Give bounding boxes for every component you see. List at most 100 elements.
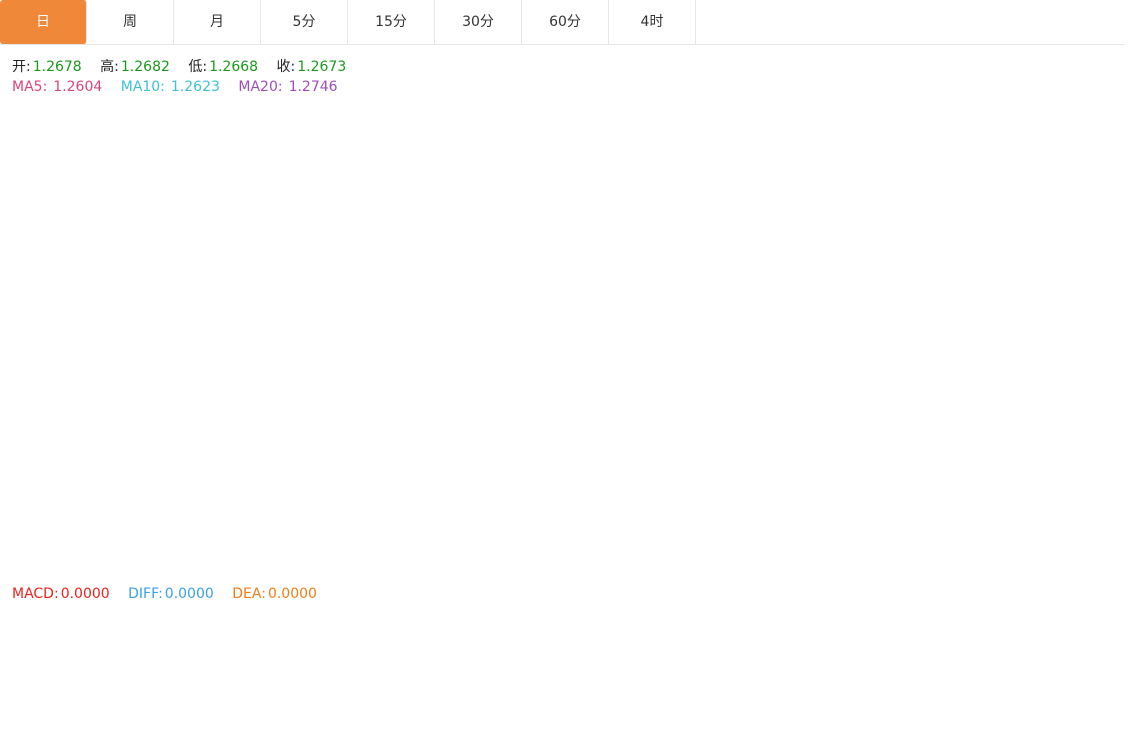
macd-bar [222, 664, 234, 683]
macd-bar [57, 682, 69, 687]
macd-tick-label: -0.0001 [1045, 677, 1095, 692]
macd-tick-label: 0.0085 [1045, 630, 1091, 645]
macd-bar [582, 682, 594, 704]
candle [162, 238, 174, 258]
macd-bar [252, 653, 264, 683]
tab-2[interactable]: 月 [174, 0, 261, 44]
candle-body [822, 460, 834, 478]
current-price-label: 1.2673 [1045, 467, 1091, 482]
candle-body [537, 291, 549, 314]
tab-1[interactable]: 周 [87, 0, 174, 44]
macd-bar [87, 682, 99, 685]
candle [192, 203, 204, 243]
low-label: 低: [188, 59, 208, 75]
candle-body [207, 211, 219, 238]
candle [882, 452, 894, 493]
candle-body [27, 245, 39, 255]
macd-bar [372, 682, 384, 695]
candle-body [192, 212, 204, 239]
macd-bar [162, 682, 174, 687]
macd-bar [267, 647, 279, 683]
macd-bar [417, 682, 429, 716]
macd-bar [147, 682, 159, 690]
candle [237, 150, 249, 183]
macd-bar [132, 682, 144, 695]
candle [567, 307, 579, 342]
candle-body [732, 297, 744, 374]
candle-body [867, 469, 879, 472]
diff-value: 0.0000 [164, 586, 214, 602]
candle [372, 185, 384, 271]
tab-5[interactable]: 30分 [435, 0, 522, 44]
candle-body [147, 254, 159, 295]
macd-bar [942, 682, 954, 699]
tab-7[interactable]: 4时 [609, 0, 696, 44]
candle-body [372, 186, 384, 256]
macd-bar [477, 682, 489, 714]
candle-body [117, 275, 129, 280]
macd-bar [42, 682, 54, 688]
candle-body [477, 285, 489, 287]
candle [222, 162, 234, 240]
macd-bar [537, 682, 549, 704]
macd-label: MACD: [12, 586, 59, 602]
candle-body [342, 132, 354, 177]
dea-line [2, 656, 979, 744]
candle-body [567, 321, 579, 324]
candle [27, 239, 39, 257]
candle [12, 218, 24, 262]
candle [117, 262, 129, 291]
candle-body [927, 515, 939, 526]
candle-body [702, 330, 714, 337]
open-value: 1.2678 [32, 59, 82, 75]
candle [357, 166, 369, 195]
macd-bar [702, 682, 714, 684]
candle-body [72, 228, 84, 246]
candle [972, 468, 984, 476]
candle-body [162, 255, 174, 257]
ohlc-info: 开: 1.2678 高: 1.2682 低: 1.2668 收: 1.2673 [12, 56, 348, 76]
macd-bar [687, 682, 699, 688]
macd-bar [612, 682, 624, 697]
tab-3[interactable]: 5分 [261, 0, 348, 44]
macd-bar [117, 682, 129, 692]
candle [552, 287, 564, 325]
macd-bar [0, 682, 9, 684]
candle-body [357, 176, 369, 187]
ma-info: MA5: 1.2604 MA10: 1.2623 MA20: 1.2746 [12, 79, 340, 95]
candle-body [387, 255, 399, 257]
candle-body [942, 523, 954, 526]
close-value: 1.2673 [297, 59, 347, 75]
tab-4[interactable]: 15分 [348, 0, 435, 44]
dea-value: 0.0000 [267, 586, 317, 602]
candle [132, 261, 144, 313]
macd-bar [462, 682, 474, 717]
price-tick-label: 1.3360 [1045, 134, 1091, 149]
candle-body [657, 307, 669, 334]
candle-body [312, 116, 324, 136]
macd-bar [387, 682, 399, 706]
tab-0[interactable]: 日 [0, 0, 87, 44]
candle-body [252, 146, 264, 167]
macd-bar [792, 682, 804, 693]
candle-body [807, 437, 819, 458]
macd-bar [672, 682, 684, 688]
tab-6[interactable]: 60分 [522, 0, 609, 44]
macd-bar [492, 682, 504, 710]
candle [657, 293, 669, 345]
candle [897, 479, 909, 520]
macd-bar [657, 682, 669, 685]
candle-body [837, 480, 849, 503]
macd-bar [927, 682, 939, 703]
candle [492, 265, 504, 297]
macd-bar [777, 682, 789, 684]
macd-bar [642, 682, 654, 686]
candle [807, 426, 819, 467]
candle [177, 208, 189, 261]
ma20-label: MA20: [238, 79, 283, 95]
macd-bar [852, 682, 864, 711]
price-tick-label: 1.2577 [1045, 513, 1091, 528]
candle-body [447, 281, 459, 288]
candle [477, 279, 489, 300]
